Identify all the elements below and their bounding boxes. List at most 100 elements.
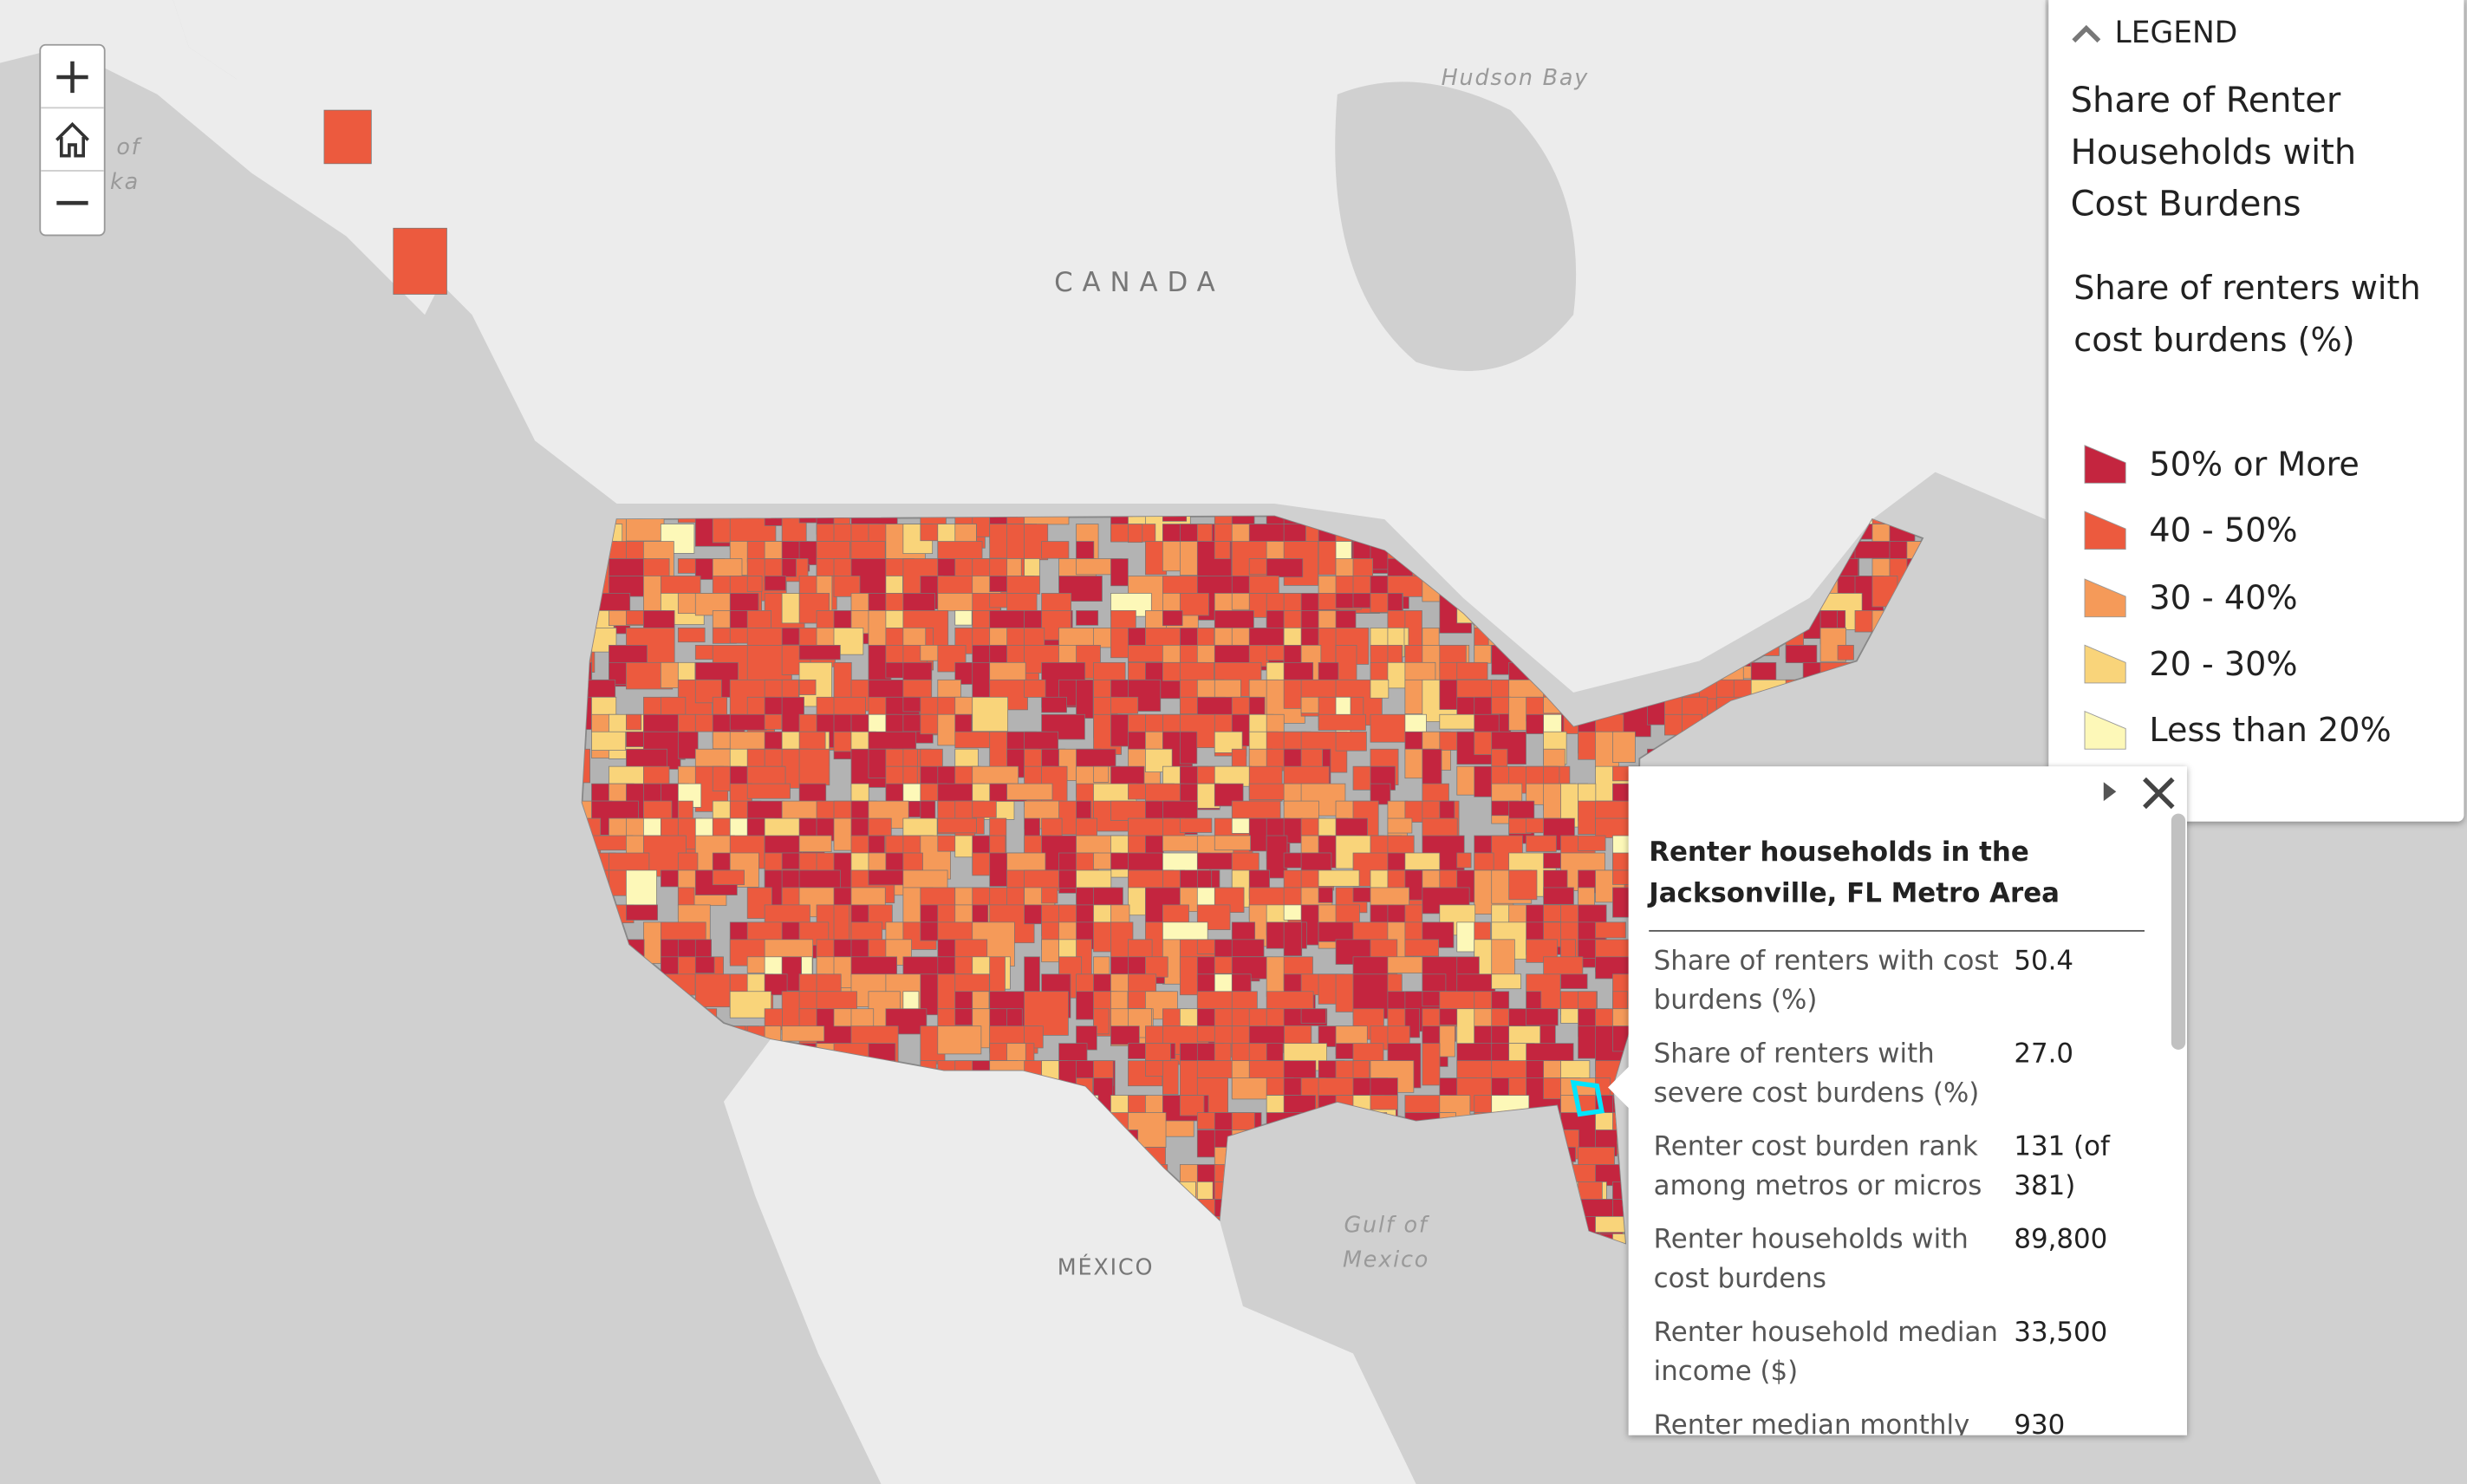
map-label: of [116, 135, 141, 161]
metro-area [712, 731, 733, 750]
metro-area [1404, 939, 1440, 957]
metro-area [798, 748, 830, 786]
metro-area [1474, 644, 1492, 664]
metro-area [1128, 524, 1143, 543]
zoom-out[interactable] [41, 172, 104, 233]
field-value: 27.0 [2014, 1038, 2074, 1071]
metro-area [729, 713, 767, 731]
metro-area [868, 679, 907, 700]
metro-area [1179, 817, 1213, 833]
metro-area [1543, 887, 1574, 905]
popup-row: Share of renters with cost burdens (%) 50… [1654, 942, 2158, 1035]
metro-area [1110, 1025, 1140, 1045]
popup-close[interactable] [2138, 772, 2179, 813]
metro-area [1179, 541, 1199, 576]
metro-area [868, 869, 907, 886]
map-label: CANADA [1054, 267, 1225, 299]
popup-row: Renter median monthly 930 [1654, 1407, 2158, 1435]
metro-area [1612, 1233, 1636, 1244]
scrollbar[interactable] [2171, 813, 2186, 1050]
popup-row: Share of renters with severe cost burden… [1654, 1036, 2158, 1129]
legend-label: Less than 20% [2149, 712, 2392, 750]
legend-toggle[interactable]: LEGEND [2071, 16, 2237, 50]
metro-area [937, 1025, 982, 1055]
metro-area [1162, 1060, 1179, 1095]
metro-area [323, 109, 372, 165]
metro-area [1145, 835, 1164, 855]
metro-area [850, 1008, 875, 1028]
legend-item: 50% or More [2083, 431, 2392, 498]
field-name: Renter median monthly [1653, 1409, 1970, 1435]
metro-area [1248, 817, 1270, 852]
home[interactable] [41, 108, 104, 172]
metro-area [1526, 1008, 1559, 1026]
field-value: 89,800 [2014, 1224, 2108, 1256]
metro-area [972, 800, 997, 818]
metro-area [1750, 661, 1777, 681]
field-name: Renter cost burden rank among metros or … [1653, 1131, 1982, 1203]
metro-area [1612, 731, 1636, 763]
metro-area [1318, 887, 1333, 903]
metro-area [1335, 731, 1367, 752]
hudson-bay [1335, 81, 1577, 371]
metro-area [1854, 541, 1896, 559]
metro-area [393, 227, 447, 295]
metro-area [781, 1025, 825, 1042]
metro-area [1058, 869, 1077, 889]
map-label: ka [110, 170, 140, 196]
metro-area [1041, 887, 1058, 904]
metro-area [954, 610, 973, 626]
metro-area [1387, 817, 1413, 834]
metro-area [1439, 1025, 1455, 1058]
legend-item: Less than 20% [2083, 698, 2392, 765]
metro-area [626, 904, 658, 921]
alaska-areas[interactable] [323, 109, 447, 295]
field-name: Share of renters with cost burdens (%) [1653, 946, 1999, 1017]
swatch-shape [2084, 577, 2126, 617]
mexico-land [723, 1038, 1416, 1484]
metro-area [1491, 696, 1511, 715]
legend-item: 40 - 50% [2083, 498, 2392, 564]
metro-area [1214, 835, 1251, 851]
legend-swatch [2084, 644, 2126, 684]
metro-area [798, 783, 827, 803]
popup-row: Renter households with cost burdens 89,80… [1654, 1221, 2158, 1314]
metro-area [677, 731, 699, 759]
metro-area [1006, 783, 1053, 801]
metro-area [1578, 835, 1606, 851]
legend-swatch [2084, 711, 2126, 751]
zoom-in[interactable] [41, 46, 104, 109]
metro-area [833, 661, 852, 702]
metro-area [885, 661, 904, 679]
metro-area [746, 576, 763, 592]
legend-label: 50% or More [2149, 446, 2360, 484]
legend-label: 30 - 40% [2149, 578, 2298, 617]
metro-area [1145, 956, 1168, 978]
metro-area [1231, 939, 1265, 957]
metro-area [582, 748, 590, 784]
metro-area [1179, 593, 1209, 616]
metro-area [798, 835, 832, 853]
swatch-shape [2084, 644, 2126, 684]
popup-next[interactable] [2098, 776, 2123, 807]
metro-area [798, 644, 841, 661]
metro-area [833, 576, 861, 597]
layer-title: Share of Renter Households with Cost Bur… [2070, 81, 2357, 225]
field-value: 131 (of 381) [2014, 1131, 2110, 1203]
metro-area [1214, 679, 1241, 700]
legend-item: 20 - 30% [2083, 631, 2392, 698]
metro-area [954, 748, 979, 768]
metro-area [1508, 869, 1538, 901]
metro-area [1041, 696, 1067, 713]
field-value: 33,500 [2014, 1317, 2108, 1349]
metro-area [1837, 644, 1854, 661]
metro-area [677, 628, 706, 643]
field-value: 930 [2014, 1409, 2066, 1435]
metro-area [1179, 1095, 1205, 1116]
selected-area[interactable] [1570, 1079, 1605, 1117]
metro-area [1387, 1025, 1410, 1046]
metro-area [954, 713, 973, 732]
metro-area [989, 956, 1006, 998]
field-title: Share of renters with cost burdens (%) [2073, 269, 2421, 359]
metro-area [1196, 852, 1233, 870]
